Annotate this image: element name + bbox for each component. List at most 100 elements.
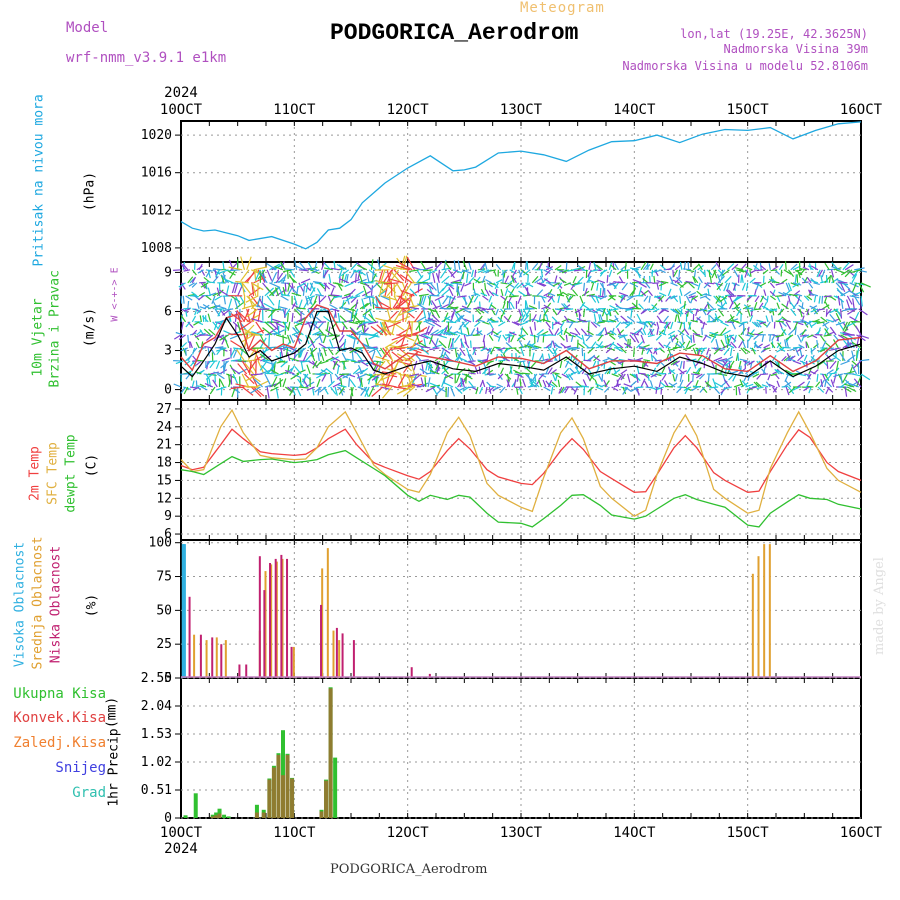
wind-arrow [413,282,424,286]
wind-arrow [752,373,760,378]
wind-arrow [800,319,807,323]
wind-arrow [779,347,786,352]
wind-arrow [415,321,422,331]
wind-arrow [339,360,349,363]
wind-arrow [418,334,429,339]
wind-arrow [520,347,525,357]
wind-arrow [187,334,190,343]
wind-arrow [427,360,431,371]
wind-arrow [329,304,338,310]
wind-arrow [668,330,676,336]
wind-arrow [696,317,703,323]
wind-arrow [778,263,784,271]
wind-arrow [525,308,531,317]
x-tick-label-top: 13OCT [500,102,543,118]
wind-arrow [677,314,681,323]
wind-arrow [706,282,715,285]
cloud-bar [751,573,754,678]
wind-arrow [364,386,370,397]
wind-arrow [387,321,402,329]
wind-arrow [855,376,862,388]
wind-arrow [339,373,349,376]
wind-arrow [262,349,266,362]
wind-arrow [688,295,696,299]
wind-arrow [712,378,717,388]
wind-arrow [550,369,557,375]
wind-arrow [652,355,658,362]
wind-arrow [331,356,340,362]
wind-arrow [277,269,280,279]
wind-arrow [491,308,496,316]
wind-arrow [597,334,604,342]
wind-arrow [584,373,593,376]
wind-arrow [581,303,590,310]
wind-arrow [636,373,639,383]
wind-arrow [409,269,420,273]
wind-arrow [654,359,662,362]
wind-arrow [715,261,721,271]
wind-arrow [609,282,617,286]
wind-arrow [679,288,683,297]
wind-arrow [690,373,699,376]
wind-arrow [205,373,214,380]
wind-arrow [740,382,749,388]
wind-arrow [674,314,678,323]
wind-arrow [699,373,706,380]
wind-arrow [474,321,481,328]
cloud-bar [768,544,771,678]
wind-arrow [629,267,639,271]
wind-arrow [846,295,853,305]
wind-arrow [241,360,251,374]
wind-arrow [606,289,613,297]
wind-arrow [463,321,470,328]
wind-arrow [199,315,202,322]
wind-arrow [547,289,553,297]
wind-arrow [330,267,340,271]
wind-arrow [540,295,546,303]
wind-arrow [596,321,605,324]
wind-arrow [679,360,683,369]
wind-arrow [703,282,710,289]
wind-arrow [182,295,185,304]
wind-arrow [716,282,724,291]
wind-arrow [298,386,309,389]
wind-arrow [417,282,420,293]
precip-convective-bar [261,812,266,818]
wind-arrow [853,295,861,306]
wind-arrow [770,342,776,349]
wind-arrow [496,383,504,388]
wind-arrow [296,386,302,397]
wind-arrow [525,282,534,288]
wind-arrow [248,360,252,375]
wind-arrow [390,271,402,284]
wind-arrow [770,373,778,377]
wind-arrow [568,373,574,381]
wind-arrow [323,315,331,323]
wind-arrow [349,378,357,388]
wind-arrow [468,295,473,303]
wind-arrow [468,276,475,284]
wind-arrow [563,303,570,310]
wind-arrow [679,282,687,289]
wind-arrow [352,269,363,273]
wind-arrow [531,262,539,271]
wind-arrow [368,313,377,323]
wind-arrow [348,377,351,388]
wind-arrow [835,269,846,274]
wind-arrow [288,275,298,284]
wind-arrow [222,272,227,284]
wind-arrow [679,379,684,388]
wind-arrow [743,304,751,310]
wind-arrow [594,379,599,388]
wind-arrow [714,382,724,388]
wind-arrow [821,373,827,382]
wind-arrow [518,290,526,297]
wind-arrow [823,334,832,337]
wind-arrow [386,269,394,284]
wind-arrow [520,314,526,323]
wind-arrow [606,282,615,287]
wind-arrow [313,281,322,284]
wind-arrow [816,373,819,382]
wind-arrow [794,326,797,335]
y-tick-label: 3 [164,344,172,359]
